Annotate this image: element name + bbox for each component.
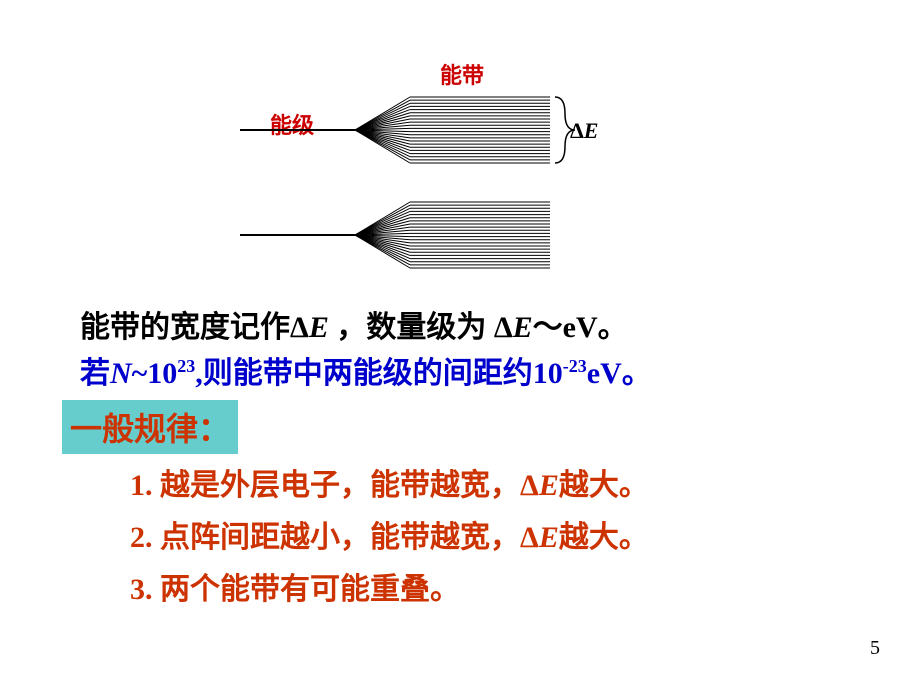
rule-3: 3. 两个能带有可能重叠。 [130,564,460,608]
line2-N: N [110,357,132,390]
rule-2: 2. 点阵间距越小，能带越宽，ΔE越大。 [130,512,649,556]
energy-band-diagram: 能带 能级 ΔE [240,60,600,290]
rule1-dE: ΔE [520,469,559,502]
rule2-pre: 2. 点阵间距越小，能带越宽， [130,521,520,554]
section-heading: 一般规律： [62,400,238,454]
line1-deltaE2: ΔE [494,311,533,344]
slide: 能带 能级 ΔE 能带的宽度记作ΔE ，数量级为 ΔE～eV。 若N~1023,… [0,0,920,690]
line1-mid: ，数量级为 [329,311,494,344]
rule2-post: 越大。 [559,521,649,554]
rule1-pre: 1. 越是外层电子，能带越宽， [130,469,520,502]
rule-1: 1. 越是外层电子，能带越宽，ΔE越大。 [130,460,649,504]
page-number: 5 [870,637,880,660]
rule2-dE: ΔE [520,521,559,554]
line1-deltaE: ΔE [290,311,329,344]
rule1-post: 越大。 [559,469,649,502]
text-line-2: 若N~1023,则能带中两能级的间距约10-23eV。 [80,348,652,392]
line1-pre: 能带的宽度记作 [80,311,290,344]
line2-mid: ~1023,则能带中两能级的间距约10-23eV。 [132,357,652,390]
line2-pre: 若 [80,357,110,390]
text-line-1: 能带的宽度记作ΔE ，数量级为 ΔE～eV。 [80,302,628,346]
line1-post: ～eV。 [533,311,628,344]
band-svg [240,60,600,290]
